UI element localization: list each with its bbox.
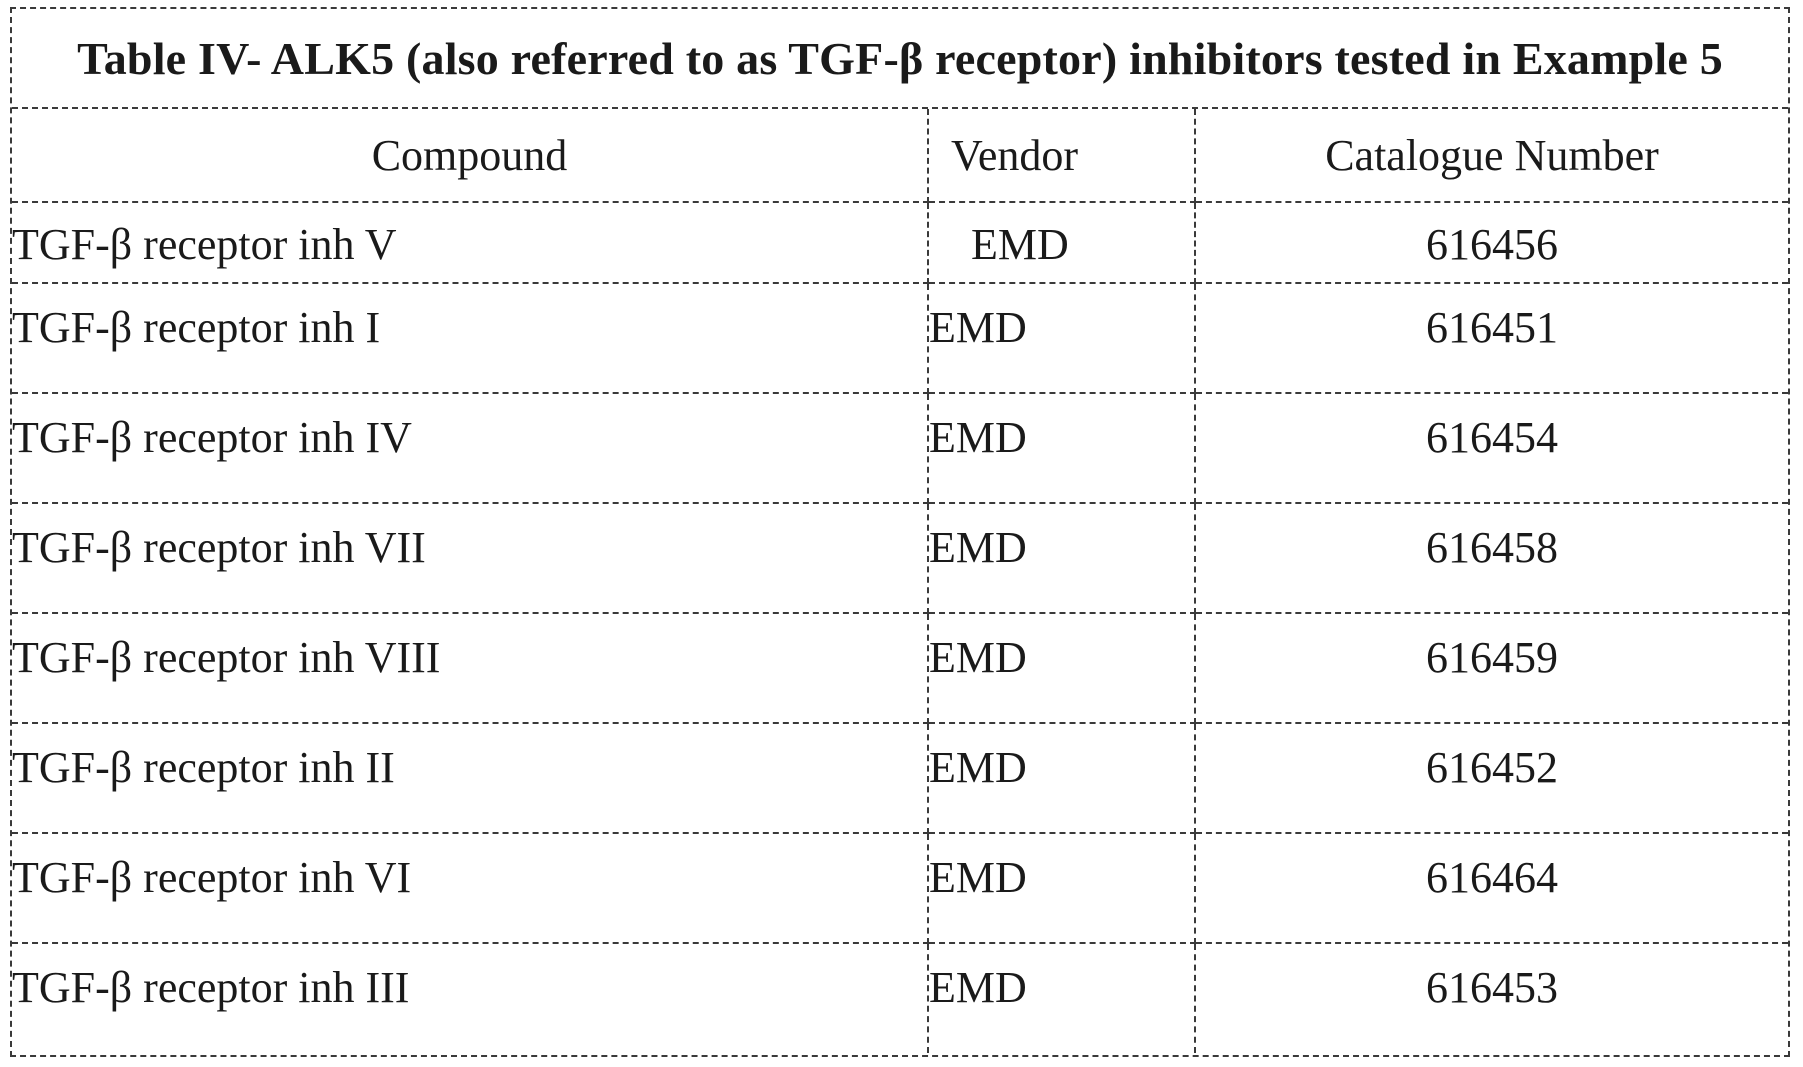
- table-row: TGF-β receptor inh VIII EMD 616459: [12, 613, 1788, 723]
- column-header-catalogue-number: Catalogue Number: [1195, 109, 1788, 202]
- table-row: TGF-β receptor inh V EMD 616456: [12, 202, 1788, 283]
- table-row: TGF-β receptor inh II EMD 616452: [12, 723, 1788, 833]
- catalogue-number-cell: 616464: [1195, 833, 1788, 943]
- table-row: TGF-β receptor inh I EMD 616451: [12, 283, 1788, 393]
- vendor-cell: EMD: [928, 393, 1195, 503]
- compound-cell: TGF-β receptor inh VI: [12, 833, 928, 943]
- compound-cell: TGF-β receptor inh VII: [12, 503, 928, 613]
- table-title: Table IV- ALK5 (also referred to as TGF-…: [12, 9, 1788, 109]
- catalogue-number-cell: 616456: [1195, 202, 1788, 283]
- column-header-vendor: Vendor: [928, 109, 1195, 202]
- compound-cell: TGF-β receptor inh III: [12, 943, 928, 1053]
- table-row: TGF-β receptor inh IV EMD 616454: [12, 393, 1788, 503]
- catalogue-number-cell: 616454: [1195, 393, 1788, 503]
- vendor-cell: EMD: [928, 202, 1195, 283]
- table-row: TGF-β receptor inh VII EMD 616458: [12, 503, 1788, 613]
- compound-cell: TGF-β receptor inh V: [12, 202, 928, 283]
- catalogue-number-cell: 616458: [1195, 503, 1788, 613]
- catalogue-number-cell: 616451: [1195, 283, 1788, 393]
- catalogue-number-cell: 616452: [1195, 723, 1788, 833]
- vendor-cell: EMD: [928, 943, 1195, 1053]
- catalogue-number-cell: 616459: [1195, 613, 1788, 723]
- compound-cell: TGF-β receptor inh IV: [12, 393, 928, 503]
- table-row: TGF-β receptor inh VI EMD 616464: [12, 833, 1788, 943]
- compound-cell: TGF-β receptor inh VIII: [12, 613, 928, 723]
- header-row: Compound Vendor Catalogue Number: [12, 109, 1788, 202]
- alk5-inhibitors-table: Table IV- ALK5 (also referred to as TGF-…: [10, 7, 1790, 1057]
- compound-cell: TGF-β receptor inh I: [12, 283, 928, 393]
- compound-cell: TGF-β receptor inh II: [12, 723, 928, 833]
- vendor-cell: EMD: [928, 613, 1195, 723]
- vendor-cell: EMD: [928, 283, 1195, 393]
- column-header-compound: Compound: [12, 109, 928, 202]
- vendor-cell: EMD: [928, 723, 1195, 833]
- vendor-cell: EMD: [928, 503, 1195, 613]
- catalogue-number-cell: 616453: [1195, 943, 1788, 1053]
- vendor-cell: EMD: [928, 833, 1195, 943]
- inhibitor-data-table: Compound Vendor Catalogue Number TGF-β r…: [12, 109, 1788, 1053]
- table-row: TGF-β receptor inh III EMD 616453: [12, 943, 1788, 1053]
